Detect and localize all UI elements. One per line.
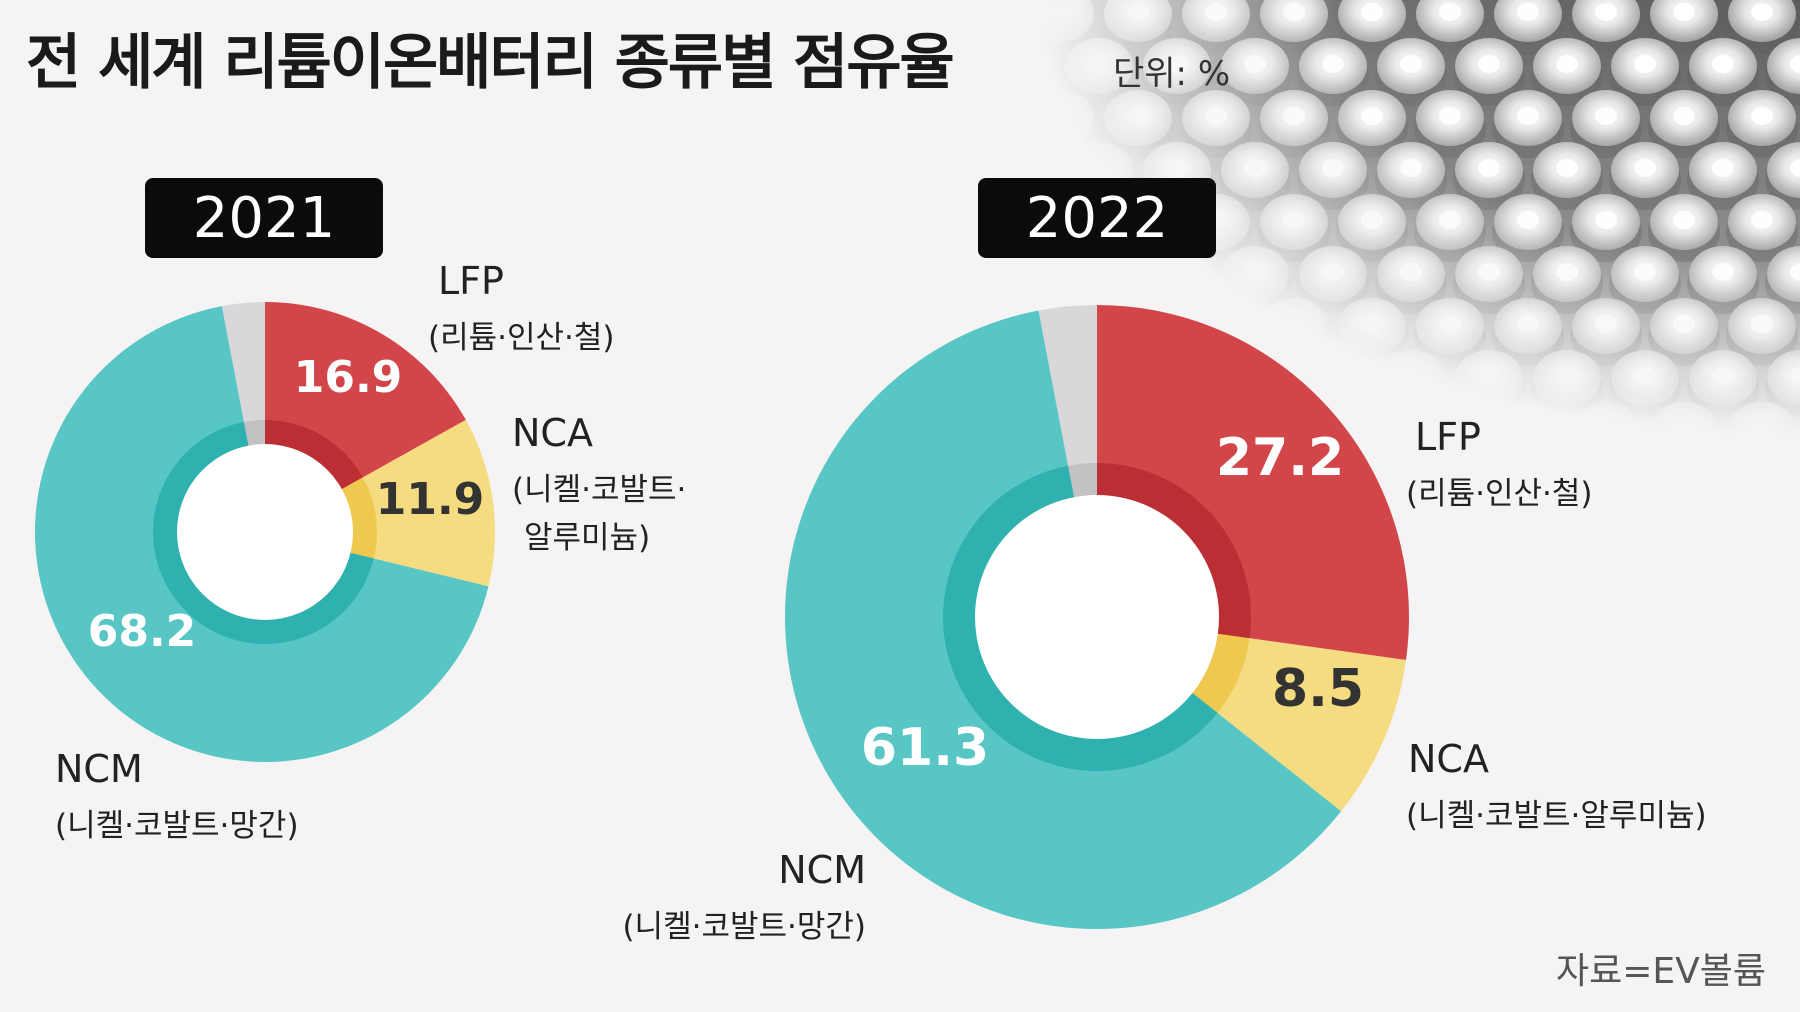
year-badge-2021: 2021: [145, 178, 383, 258]
donut-hole-2022: [975, 495, 1219, 739]
legend-desc-nca-2021: (니켈·코발트·: [512, 472, 686, 508]
value-label-ncm-2021: 68.2: [88, 606, 197, 657]
donut-chart-2022: 27.2 8.5 61.3 LFP (리튬·인산·철) NCA (니켈·코발트·알루미늄) N…: [622, 305, 1707, 945]
value-label-lfp-2022: 27.2: [1216, 428, 1344, 488]
donut-chart-2021: 16.9 11.9 68.2 LFP (리튬·인산·철) NCA (니켈·코발트· 알루미늄)…: [34, 259, 686, 844]
unit-label: 단위: %: [1113, 54, 1231, 94]
legend-name-ncm-2021: NCM: [55, 747, 143, 791]
source-note: 자료=EV볼륨: [1555, 951, 1766, 992]
legend-name-nca-2021: NCA: [512, 411, 593, 455]
legend-name-nca-2022: NCA: [1408, 737, 1489, 781]
legend-desc-nca-2022: (니켈·코발트·알루미늄): [1406, 798, 1707, 834]
legend-desc-lfp-2021: (리튬·인산·철): [428, 320, 615, 356]
donut-hole-2021: [177, 444, 353, 620]
value-label-lfp-2021: 16.9: [294, 352, 403, 403]
legend-desc-nca-2021: 알루미늄): [524, 520, 650, 556]
chart-title: 전 세계 리튬이온배터리 종류별 점유율: [26, 28, 955, 98]
legend-desc-lfp-2022: (리튬·인산·철): [1406, 476, 1593, 512]
value-label-nca-2022: 8.5: [1272, 659, 1364, 719]
value-label-ncm-2022: 61.3: [861, 718, 989, 778]
value-label-nca-2021: 11.9: [376, 474, 485, 525]
legend-desc-ncm-2022: (니켈·코발트·망간): [622, 909, 866, 945]
legend-name-ncm-2022: NCM: [778, 848, 866, 892]
legend-name-lfp-2022: LFP: [1415, 415, 1481, 459]
legend-name-lfp-2021: LFP: [438, 259, 504, 303]
year-badge-2022: 2022: [978, 178, 1216, 258]
legend-desc-ncm-2021: (니켈·코발트·망간): [55, 808, 299, 844]
